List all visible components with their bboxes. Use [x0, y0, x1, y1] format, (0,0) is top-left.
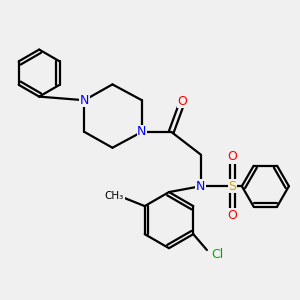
Text: N: N	[80, 94, 89, 107]
Text: CH₃: CH₃	[105, 191, 124, 201]
Text: O: O	[227, 150, 237, 163]
Text: N: N	[196, 180, 206, 193]
Text: N: N	[137, 125, 146, 138]
Text: Cl: Cl	[212, 248, 224, 261]
Text: S: S	[228, 180, 236, 193]
Text: O: O	[227, 209, 237, 222]
Text: O: O	[178, 94, 188, 108]
